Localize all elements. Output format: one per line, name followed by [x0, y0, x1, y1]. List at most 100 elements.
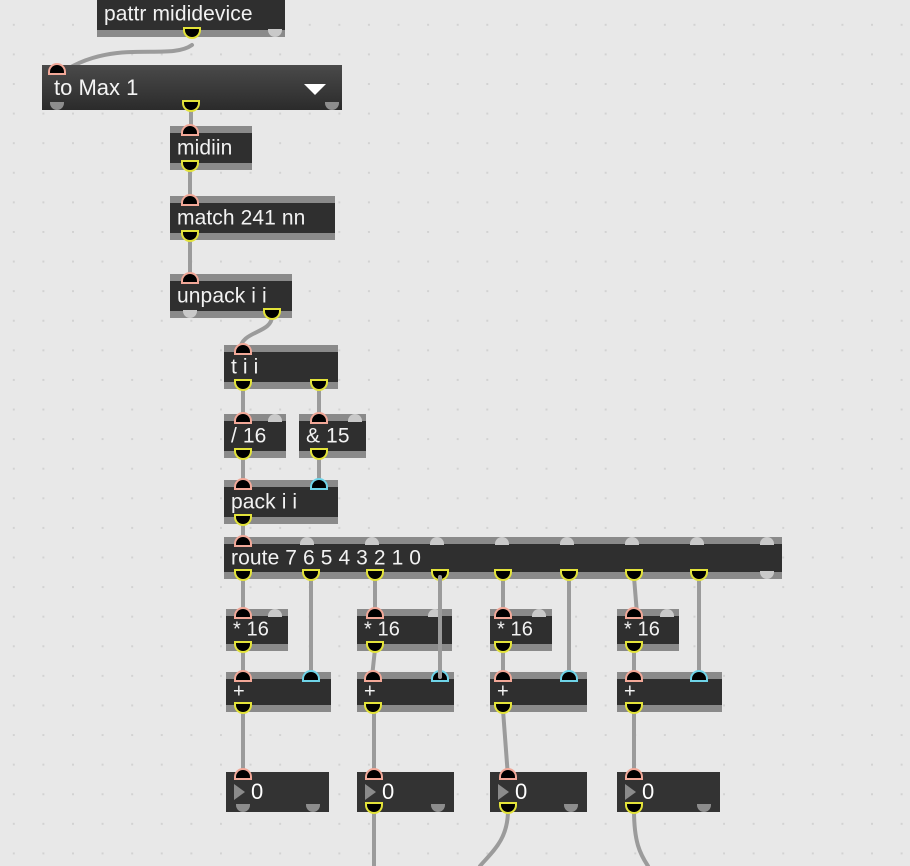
add4-inlet-left[interactable]	[627, 672, 641, 680]
pack-inlet-left[interactable]	[236, 480, 250, 488]
chevron-down-icon[interactable]	[304, 83, 326, 95]
object-text: unpack i i	[177, 284, 267, 307]
mul1-inlet-left[interactable]	[236, 609, 250, 617]
cable-add3-to-num3	[501, 708, 510, 779]
pattr-outlet-left[interactable]	[185, 29, 199, 37]
divide-inlet-right[interactable]	[268, 414, 282, 422]
midiin-inlet[interactable]	[183, 126, 197, 134]
route-inlet-9[interactable]	[760, 537, 774, 545]
object-text: route 7 6 5 4 3 2 1 0	[231, 546, 422, 569]
trigger-outlet-right[interactable]	[312, 381, 326, 389]
object-text: & 15	[306, 424, 350, 447]
mul2-inlet-left[interactable]	[368, 609, 382, 617]
num1-inlet[interactable]	[236, 770, 250, 778]
object-text: * 16	[497, 618, 533, 641]
mul4-outlet[interactable]	[627, 643, 641, 651]
mul2-outlet[interactable]	[368, 643, 382, 651]
route-outlet-rest[interactable]	[760, 571, 774, 579]
route-inlet-left[interactable]	[236, 537, 250, 545]
midiin-outlet[interactable]	[183, 162, 197, 170]
add3-outlet[interactable]	[496, 704, 510, 712]
number-box-triangle-icon	[498, 784, 509, 800]
match-outlet[interactable]	[183, 232, 197, 240]
route-inlet-7[interactable]	[625, 537, 639, 545]
trigger-outlet-left[interactable]	[236, 381, 250, 389]
num2-outlet-right[interactable]	[431, 804, 445, 812]
route-outlet-6[interactable]	[304, 571, 318, 579]
add1-inlet-left[interactable]	[236, 672, 250, 680]
object-bitand-15[interactable]: & 15	[299, 414, 366, 458]
mul3-inlet-right[interactable]	[532, 609, 546, 617]
add3-inlet-left[interactable]	[496, 672, 510, 680]
umenu-outlet-right[interactable]	[325, 102, 339, 110]
object-text: pack i i	[231, 490, 298, 513]
num4-inlet[interactable]	[627, 770, 641, 778]
unpack-outlet-right[interactable]	[265, 310, 279, 318]
object-text: t i i	[231, 355, 259, 378]
number-box-value: 0	[642, 779, 655, 804]
num3-outlet-left[interactable]	[501, 804, 515, 812]
mul2-inlet-right[interactable]	[428, 609, 442, 617]
num2-inlet[interactable]	[367, 770, 381, 778]
route-inlet-6[interactable]	[560, 537, 574, 545]
add1-inlet-right[interactable]	[304, 672, 318, 680]
mul3-outlet[interactable]	[496, 643, 510, 651]
umenu-selected-label: to Max 1	[54, 74, 139, 100]
add2-inlet-left[interactable]	[366, 672, 380, 680]
bitand-outlet[interactable]	[312, 450, 326, 458]
number-box-triangle-icon	[625, 784, 636, 800]
mul4-inlet-left[interactable]	[627, 609, 641, 617]
umenu-outlet-left[interactable]	[50, 102, 64, 110]
add4-inlet-right[interactable]	[692, 672, 706, 680]
route-inlet-3[interactable]	[365, 537, 379, 545]
num3-outlet-right[interactable]	[564, 804, 578, 812]
route-inlet-8[interactable]	[690, 537, 704, 545]
num1-outlet-left[interactable]	[236, 804, 250, 812]
object-text: +	[364, 680, 376, 703]
route-outlet-3[interactable]	[496, 571, 510, 579]
add4-outlet[interactable]	[627, 704, 641, 712]
divide-inlet-left[interactable]	[236, 414, 250, 422]
mul1-outlet[interactable]	[236, 643, 250, 651]
add2-outlet[interactable]	[366, 704, 380, 712]
route-outlet-0[interactable]	[692, 571, 706, 579]
umenu-inlet[interactable]	[50, 65, 64, 73]
object-match[interactable]: match 241 nn	[170, 196, 335, 240]
num1-outlet-right[interactable]	[306, 804, 320, 812]
mul3-inlet-left[interactable]	[496, 609, 510, 617]
route-outlet-7[interactable]	[236, 571, 250, 579]
object-text: * 16	[364, 618, 400, 641]
route-outlet-5[interactable]	[368, 571, 382, 579]
umenu-outlet-middle[interactable]	[184, 102, 198, 110]
bitand-inlet-left[interactable]	[312, 414, 326, 422]
route-inlet-4[interactable]	[430, 537, 444, 545]
route-inlet-2[interactable]	[300, 537, 314, 545]
match-inlet[interactable]	[183, 196, 197, 204]
num4-outlet-left[interactable]	[627, 804, 641, 812]
mul4-inlet-right[interactable]	[660, 609, 674, 617]
object-text: midiin	[177, 136, 233, 159]
mul1-inlet-right[interactable]	[268, 609, 282, 617]
trigger-inlet[interactable]	[236, 345, 250, 353]
unpack-inlet[interactable]	[183, 274, 197, 282]
pack-inlet-right[interactable]	[312, 480, 326, 488]
route-outlet-2[interactable]	[562, 571, 576, 579]
add3-inlet-right[interactable]	[562, 672, 576, 680]
unpack-outlet-left[interactable]	[183, 310, 197, 318]
pattr-outlet-right[interactable]	[268, 29, 282, 37]
pack-outlet[interactable]	[236, 516, 250, 524]
bitand-inlet-right[interactable]	[348, 414, 362, 422]
num3-inlet[interactable]	[501, 770, 515, 778]
cable-num4-down	[632, 808, 650, 866]
divide-outlet[interactable]	[236, 450, 250, 458]
route-inlet-5[interactable]	[495, 537, 509, 545]
add1-outlet[interactable]	[236, 704, 250, 712]
num4-outlet-right[interactable]	[697, 804, 711, 812]
cable-pattr-to-umenu	[55, 43, 194, 78]
num2-outlet-left[interactable]	[367, 804, 381, 812]
route-outlet-1[interactable]	[627, 571, 641, 579]
